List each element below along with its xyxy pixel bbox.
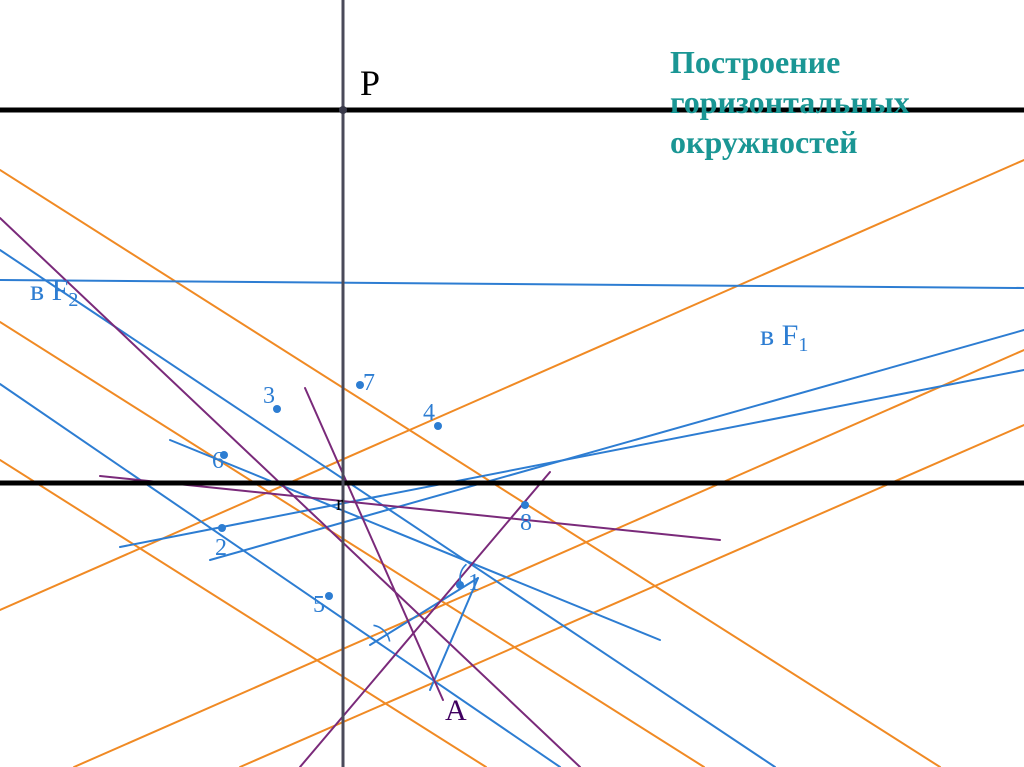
point-dot-n8 bbox=[521, 501, 529, 509]
orange-line-2 bbox=[0, 460, 486, 767]
point-label-A: A bbox=[445, 694, 467, 727]
title-line-1: горизонтальных bbox=[670, 82, 910, 122]
point-label-F1: в F1 bbox=[760, 319, 808, 356]
point-dot-P bbox=[339, 106, 347, 114]
orange-line-3 bbox=[0, 160, 1024, 610]
point-label-P: P bbox=[360, 63, 380, 103]
point-label-n3: 3 bbox=[263, 383, 275, 409]
point-label-n4: 4 bbox=[423, 400, 435, 426]
point-label-n2: 2 bbox=[215, 535, 227, 561]
purple-line-1 bbox=[100, 476, 720, 540]
point-label-r: r bbox=[336, 490, 344, 515]
point-label-n8: 8 bbox=[520, 510, 532, 536]
title-line-0: Построение bbox=[670, 42, 910, 82]
title-line-2: окружностей bbox=[670, 122, 910, 162]
blue-line-0 bbox=[0, 280, 1024, 288]
point-label-n6: 6 bbox=[212, 448, 224, 474]
point-dot-n5 bbox=[325, 592, 333, 600]
point-dot-n1 bbox=[456, 581, 464, 589]
purple-line-0 bbox=[0, 218, 580, 767]
point-label-n5: 5 bbox=[313, 592, 325, 618]
blue-line-4 bbox=[210, 330, 1024, 560]
point-label-n1: 1 bbox=[468, 570, 480, 596]
point-dot-n2 bbox=[218, 524, 226, 532]
orange-line-1 bbox=[0, 322, 704, 767]
point-label-F2: в F2 bbox=[30, 274, 78, 311]
orange-line-5 bbox=[240, 425, 1024, 767]
point-label-n7: 7 bbox=[363, 370, 375, 396]
diagram-title: Построениегоризонтальныхокружностей bbox=[670, 42, 910, 162]
purple-line-3 bbox=[300, 472, 550, 767]
point-dot-n4 bbox=[434, 422, 442, 430]
